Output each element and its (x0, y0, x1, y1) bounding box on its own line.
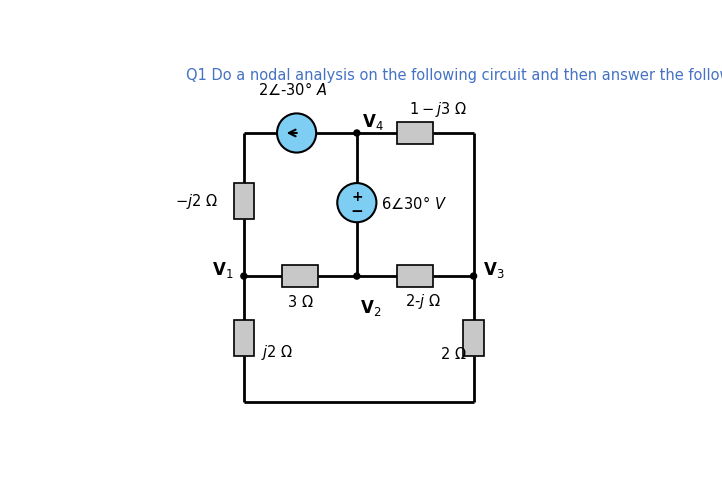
Text: +: + (351, 189, 362, 203)
Text: $\mathbf{V}_{2}$: $\mathbf{V}_{2}$ (360, 297, 381, 317)
Text: $2$-$j\ \Omega$: $2$-$j\ \Omega$ (405, 291, 440, 310)
Circle shape (337, 183, 376, 223)
Text: $1-j3\ \Omega$: $1-j3\ \Omega$ (409, 100, 466, 119)
Text: $2\angle\text{-}30°\ A$: $2\angle\text{-}30°\ A$ (258, 81, 328, 98)
Text: $3\ \Omega$: $3\ \Omega$ (287, 293, 313, 309)
Circle shape (241, 273, 247, 280)
Circle shape (354, 131, 360, 137)
Text: $6\angle30°\ V$: $6\angle30°\ V$ (381, 195, 447, 212)
Circle shape (277, 114, 316, 153)
Text: $\mathbf{V}_{1}$: $\mathbf{V}_{1}$ (212, 259, 234, 279)
Text: −: − (350, 203, 363, 218)
Bar (397, 265, 433, 288)
Circle shape (471, 273, 477, 280)
Bar (233, 183, 254, 219)
Text: $\mathbf{V}_{4}$: $\mathbf{V}_{4}$ (362, 112, 383, 132)
Bar (464, 321, 484, 356)
Text: $\mathbf{V}_{3}$: $\mathbf{V}_{3}$ (483, 259, 505, 279)
Text: $2\ \Omega$: $2\ \Omega$ (440, 346, 466, 362)
Text: $-j2\ \Omega$: $-j2\ \Omega$ (175, 192, 217, 211)
Bar (397, 122, 433, 145)
Bar (233, 321, 254, 356)
Text: $j2\ \Omega$: $j2\ \Omega$ (261, 342, 293, 361)
Bar (282, 265, 318, 288)
Text: Q1 Do a nodal analysis on the following circuit and then answer the following qu: Q1 Do a nodal analysis on the following … (186, 68, 722, 83)
Circle shape (354, 273, 360, 280)
